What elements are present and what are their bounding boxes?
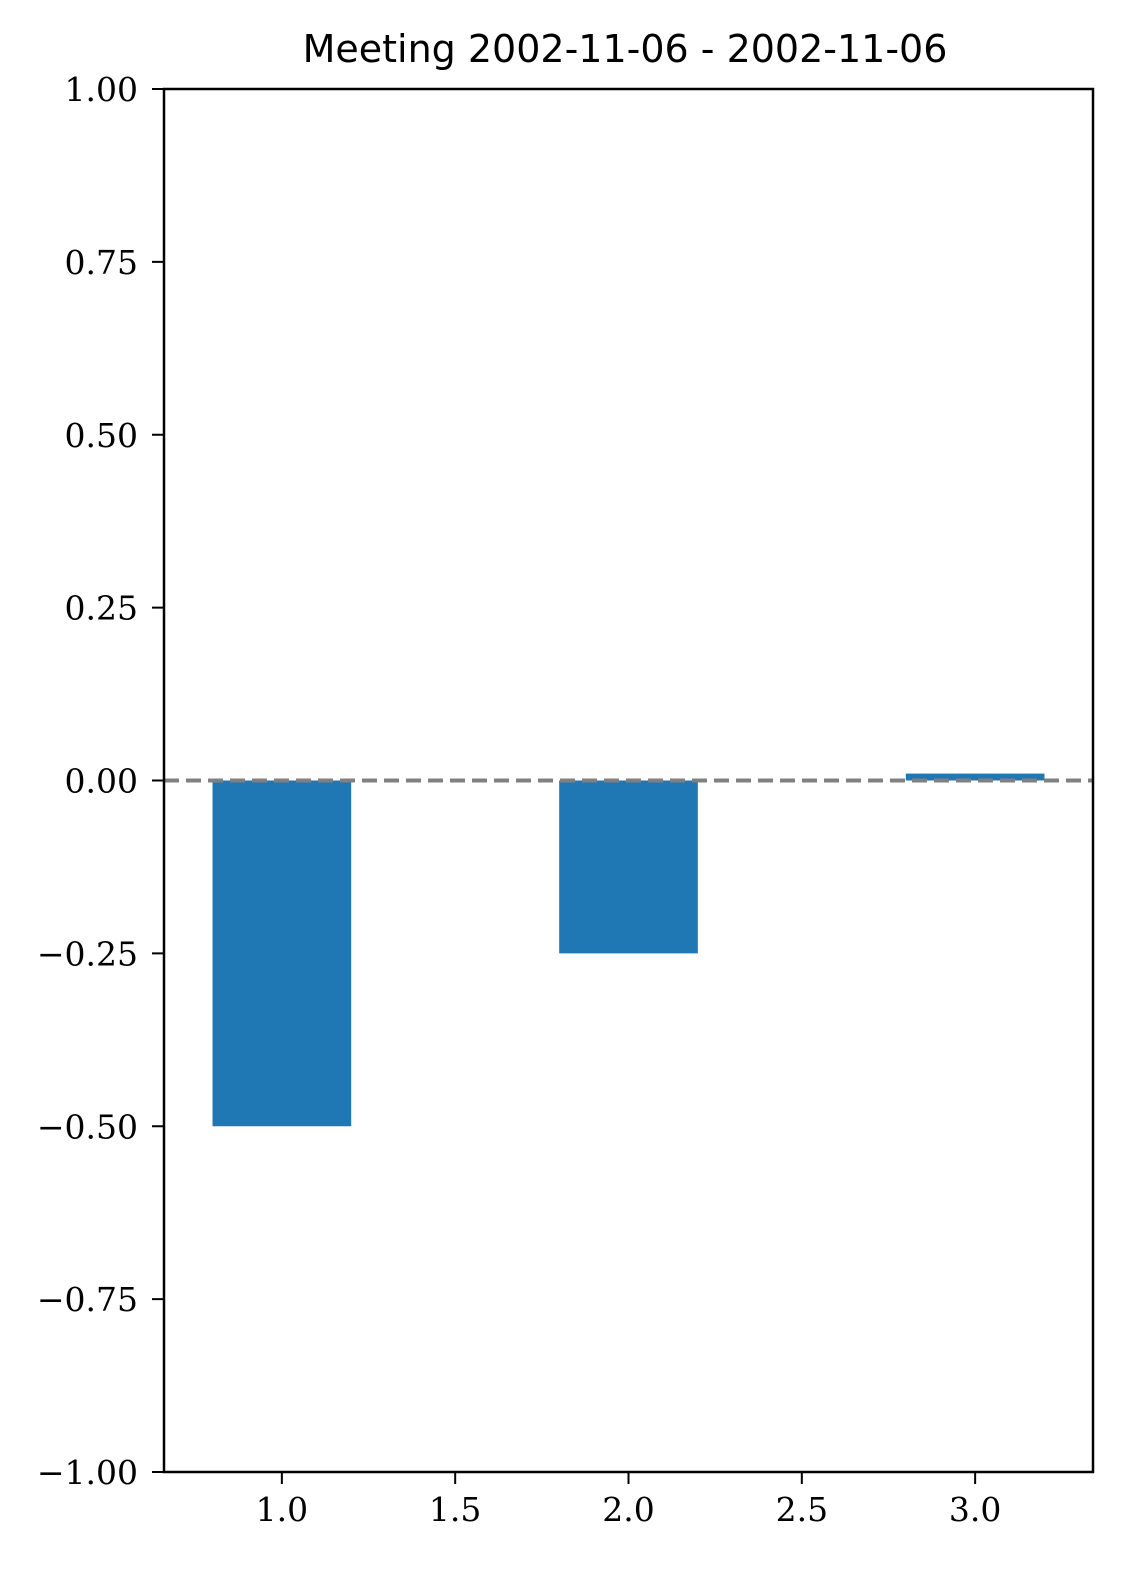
y-tick-label: −0.75 xyxy=(37,1280,138,1319)
y-tick-label: 0.00 xyxy=(65,762,138,801)
bar-2 xyxy=(559,780,698,954)
x-tick-label: 1.5 xyxy=(429,1490,481,1529)
y-tick-label: 1.00 xyxy=(65,70,138,109)
x-tick-label: 1.0 xyxy=(256,1490,308,1529)
y-axis: 1.00 0.75 0.50 0.25 0.00 −0.25 −0.50 −0.75 −1.00 xyxy=(37,70,164,1492)
y-tick-label: 0.25 xyxy=(65,589,138,628)
x-tick-label: 2.5 xyxy=(776,1490,828,1529)
chart-title: Meeting 2002-11-06 - 2002-11-06 xyxy=(303,27,948,71)
bar-3 xyxy=(905,773,1045,781)
y-tick-label: 0.50 xyxy=(65,416,138,455)
y-tick-label: −0.25 xyxy=(37,934,138,973)
y-tick-label: −0.50 xyxy=(37,1107,138,1146)
x-axis: 1.0 1.5 2.0 2.5 3.0 xyxy=(256,1472,1001,1529)
x-tick-label: 2.0 xyxy=(602,1490,654,1529)
bar-1 xyxy=(212,780,352,1127)
y-tick-label: 0.75 xyxy=(65,243,138,282)
bars-group xyxy=(212,773,1045,1127)
y-tick-label: −1.00 xyxy=(37,1453,138,1492)
x-tick-label: 3.0 xyxy=(949,1490,1001,1529)
